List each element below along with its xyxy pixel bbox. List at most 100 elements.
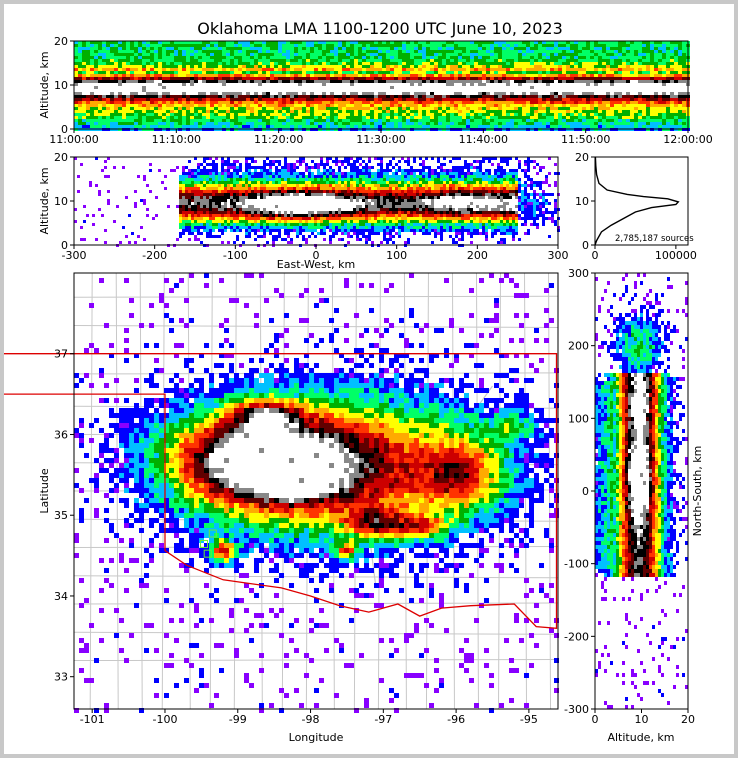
time-height-cell	[102, 83, 106, 86]
time-height-cell	[386, 62, 390, 65]
time-height-cell	[490, 80, 494, 83]
time-height-cell	[406, 98, 410, 101]
time-height-cell	[442, 125, 446, 128]
time-height-cell	[594, 95, 598, 98]
time-height-cell	[342, 44, 346, 47]
time-height-cell	[682, 83, 686, 86]
ew-altitude-cell	[413, 169, 416, 172]
time-height-cell	[358, 95, 362, 98]
time-height-cell	[558, 116, 562, 119]
time-height-cell	[258, 113, 262, 116]
time-height-cell	[622, 125, 626, 128]
time-height-cell	[646, 104, 650, 107]
time-height-cell	[410, 71, 414, 74]
time-height-cell	[354, 41, 358, 44]
time-height-cell	[398, 122, 402, 125]
time-height-cell	[562, 125, 566, 128]
time-height-cell	[234, 116, 238, 119]
time-height-cell	[362, 98, 366, 101]
time-height-cell	[454, 101, 458, 104]
time-height-cell	[598, 92, 602, 95]
time-height-cell	[162, 92, 166, 95]
time-height-cell	[202, 80, 206, 83]
time-height-cell	[542, 113, 546, 116]
time-height-cell	[538, 74, 542, 77]
time-height-cell	[130, 104, 134, 107]
time-height-cell	[402, 50, 406, 53]
time-height-cell	[510, 101, 514, 104]
time-height-cell	[590, 89, 594, 92]
time-height-cell	[338, 77, 342, 80]
time-height-cell	[130, 41, 134, 44]
time-height-cell	[278, 119, 282, 122]
time-height-cell	[286, 53, 290, 56]
time-height-cell	[678, 98, 682, 101]
ew-altitude-cell	[383, 169, 386, 172]
time-height-cell	[410, 104, 414, 107]
time-height-cell	[246, 113, 250, 116]
time-height-cell	[538, 68, 542, 71]
time-height-cell	[606, 56, 610, 59]
time-height-cell	[122, 119, 126, 122]
time-height-cell	[470, 74, 474, 77]
time-height-cell	[82, 125, 86, 128]
time-height-cell	[370, 92, 374, 95]
time-height-cell	[82, 98, 86, 101]
time-height-cell	[106, 44, 110, 47]
ew-altitude-cell	[209, 172, 212, 175]
time-height-cell	[294, 65, 298, 68]
time-tick-label: 12:00:00	[663, 133, 712, 146]
time-height-cell	[306, 62, 310, 65]
time-height-cell	[606, 119, 610, 122]
time-height-cell	[134, 125, 138, 128]
time-height-cell	[258, 86, 262, 89]
time-height-cell	[630, 59, 634, 62]
time-height-cell	[366, 80, 370, 83]
time-height-cell	[494, 98, 498, 101]
time-height-cell	[358, 113, 362, 116]
time-height-cell	[390, 113, 394, 116]
time-height-cell	[478, 71, 482, 74]
time-height-cell	[394, 77, 398, 80]
time-height-cell	[534, 56, 538, 59]
time-height-cell	[250, 50, 254, 53]
time-height-cell	[570, 95, 574, 98]
time-height-cell	[518, 104, 522, 107]
ew-altitude-cell	[479, 163, 482, 166]
time-height-cell	[470, 101, 474, 104]
time-height-cell	[654, 71, 658, 74]
time-height-cell	[262, 116, 266, 119]
ew-altitude-cell	[269, 163, 272, 166]
time-height-cell	[570, 65, 574, 68]
time-height-cell	[214, 62, 218, 65]
time-height-cell	[370, 68, 374, 71]
time-height-cell	[390, 104, 394, 107]
time-height-cell	[558, 71, 562, 74]
time-height-cell	[434, 95, 438, 98]
time-height-cell	[142, 116, 146, 119]
time-height-cell	[302, 101, 306, 104]
time-height-cell	[218, 59, 222, 62]
time-height-cell	[450, 80, 454, 83]
time-height-cell	[98, 50, 102, 53]
time-height-cell	[214, 116, 218, 119]
time-height-cell	[338, 101, 342, 104]
time-height-cell	[454, 44, 458, 47]
time-height-cell	[250, 74, 254, 77]
time-height-cell	[610, 95, 614, 98]
time-tick-label: 11:50:00	[561, 133, 610, 146]
ew-altitude-cell	[476, 169, 479, 172]
time-height-cell	[126, 41, 130, 44]
time-height-cell	[422, 125, 426, 128]
time-height-cell	[518, 113, 522, 116]
time-height-cell	[650, 122, 654, 125]
time-height-cell	[542, 68, 546, 71]
time-height-cell	[382, 116, 386, 119]
time-height-cell	[294, 86, 298, 89]
time-height-cell	[278, 125, 282, 128]
time-height-cell	[306, 41, 310, 44]
time-height-cell	[246, 104, 250, 107]
time-height-cell	[226, 80, 230, 83]
time-height-cell	[366, 41, 370, 44]
time-height-cell	[114, 110, 118, 113]
